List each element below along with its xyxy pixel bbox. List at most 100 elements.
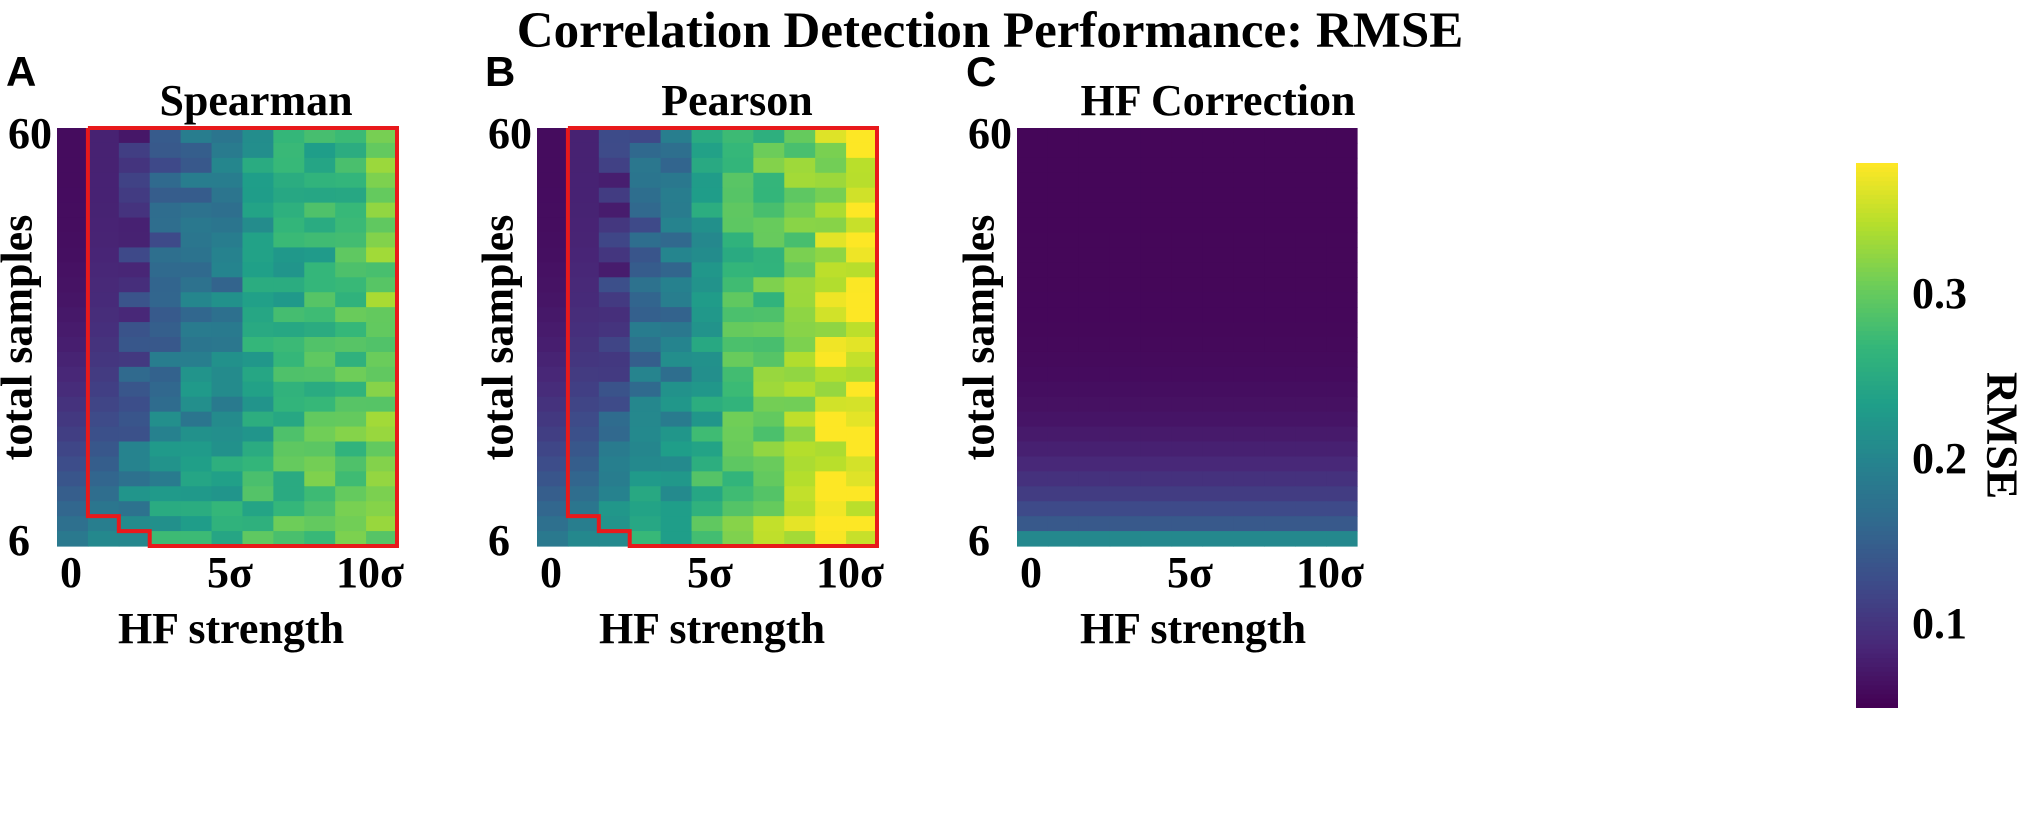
heatmap-cell — [1140, 142, 1173, 159]
heatmap-cell — [753, 396, 785, 413]
heatmap-cell — [629, 142, 662, 159]
heatmap-cell — [537, 426, 569, 443]
heatmap-cell — [1140, 247, 1173, 263]
heatmap-cell — [1233, 142, 1265, 159]
heatmap-cell — [118, 456, 151, 472]
heatmap-cell — [1109, 307, 1142, 323]
heatmap-cell — [366, 157, 398, 174]
heatmap-cell — [753, 516, 785, 532]
heatmap-cell — [753, 501, 785, 517]
heatmap-cell — [1047, 232, 1080, 249]
heatmap-cell — [753, 456, 785, 472]
heatmap-cell — [722, 202, 754, 219]
panel-title-spearman: Spearman — [159, 76, 353, 125]
heatmap-cell — [660, 411, 693, 428]
colorbar-segment — [1856, 390, 1898, 396]
heatmap-cell — [1078, 411, 1111, 428]
colorbar-segment — [1856, 240, 1898, 246]
heatmap-cell — [1264, 366, 1296, 383]
heatmap-cell — [87, 486, 120, 502]
colorbar-segment — [1856, 181, 1898, 187]
heatmap-cell — [1047, 516, 1080, 532]
heatmap-cell — [629, 337, 662, 353]
heatmap-cell — [537, 486, 569, 502]
heatmap-cell — [149, 292, 182, 308]
heatmap-cell — [567, 262, 600, 278]
heatmap-cell — [304, 486, 336, 502]
heatmap-cell — [1202, 292, 1234, 308]
heatmap-cell — [815, 381, 847, 398]
heatmap-cell — [815, 292, 847, 308]
colorbar-segment — [1856, 490, 1898, 496]
colorbar-segment — [1856, 471, 1898, 477]
heatmap-cell — [1326, 516, 1358, 532]
heatmap-cell — [273, 501, 305, 517]
heatmap-cell — [629, 501, 662, 517]
heatmap-cell — [1326, 381, 1358, 398]
heatmap-cell — [537, 172, 569, 189]
heatmap-cell — [273, 202, 305, 219]
heatmap-cell — [1264, 217, 1296, 234]
heatmap-cell — [567, 426, 600, 443]
heatmap-cell — [1233, 516, 1265, 532]
y-tick-6-a: 6 — [8, 516, 30, 565]
heatmap-cell — [629, 202, 662, 219]
colorbar-segment — [1856, 294, 1898, 300]
heatmap-cell — [366, 396, 398, 413]
heatmap-cell — [335, 441, 367, 458]
heatmap-cell — [304, 531, 336, 547]
heatmap-cell — [242, 128, 274, 144]
colorbar-segment — [1856, 658, 1898, 664]
x-tick-0-c: 0 — [1020, 548, 1042, 597]
heatmap-cell — [537, 441, 569, 458]
heatmap-cell — [118, 351, 151, 368]
heatmap-cell — [273, 142, 305, 159]
heatmap-cell — [273, 366, 305, 383]
heatmap-cell — [366, 471, 398, 487]
heatmap-cell — [537, 411, 569, 428]
heatmap-cell — [1078, 307, 1111, 323]
heatmap-cell — [1047, 128, 1080, 144]
heatmap-cell — [335, 531, 367, 547]
heatmap-cell — [815, 128, 847, 144]
heatmap-cell — [722, 142, 754, 159]
heatmap-cell — [629, 516, 662, 532]
heatmap-cell — [335, 292, 367, 308]
colorbar-segment — [1856, 521, 1898, 527]
heatmap-cell — [629, 232, 662, 249]
heatmap-cell — [1326, 456, 1358, 472]
colorbar-segment — [1856, 599, 1898, 605]
heatmap-cell — [660, 456, 693, 472]
colorbar-segment — [1856, 244, 1898, 250]
heatmap-cell — [753, 426, 785, 443]
colorbar-segment — [1856, 267, 1898, 273]
heatmap-cell — [1264, 381, 1296, 398]
heatmap-cell — [1326, 501, 1358, 517]
heatmap-cell — [567, 396, 600, 413]
heatmap-cell — [1109, 411, 1142, 428]
heatmap-cell — [1047, 277, 1080, 293]
colorbar-segment — [1856, 217, 1898, 223]
heatmap-cell — [846, 187, 878, 204]
heatmap-cell — [753, 247, 785, 263]
heatmap-cell — [660, 426, 693, 443]
heatmap-cell — [1078, 531, 1111, 547]
heatmap-cell — [1140, 456, 1173, 472]
heatmap-cell — [598, 262, 631, 278]
heatmap-cell — [846, 247, 878, 263]
colorbar-segment — [1856, 467, 1898, 473]
heatmap-cell — [1264, 202, 1296, 219]
heatmap-cell — [660, 307, 693, 323]
heatmap-cell — [1047, 531, 1080, 547]
heatmap-cell — [273, 426, 305, 443]
heatmap-cell — [537, 187, 569, 204]
heatmap-cell — [1047, 142, 1080, 159]
colorbar-segment — [1856, 408, 1898, 414]
heatmap-cell — [211, 366, 244, 383]
heatmap-cell — [629, 277, 662, 293]
heatmap-cell — [87, 142, 120, 159]
heatmap-cell — [1140, 322, 1173, 338]
heatmap-cell — [537, 128, 569, 144]
heatmap-cell — [660, 172, 693, 189]
heatmap-cell — [1171, 217, 1204, 234]
